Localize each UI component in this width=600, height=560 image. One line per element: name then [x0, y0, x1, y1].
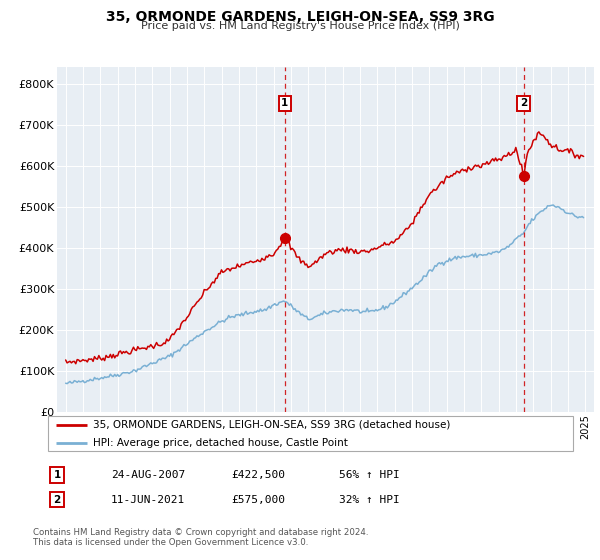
Text: HPI: Average price, detached house, Castle Point: HPI: Average price, detached house, Cast…	[92, 438, 347, 448]
Text: £422,500: £422,500	[231, 470, 285, 480]
Text: 1: 1	[53, 470, 61, 480]
Text: This data is licensed under the Open Government Licence v3.0.: This data is licensed under the Open Gov…	[33, 538, 308, 547]
Text: 56% ↑ HPI: 56% ↑ HPI	[339, 470, 400, 480]
Text: 1: 1	[281, 99, 289, 109]
Text: Contains HM Land Registry data © Crown copyright and database right 2024.: Contains HM Land Registry data © Crown c…	[33, 528, 368, 536]
Text: 2: 2	[520, 99, 527, 109]
Text: 32% ↑ HPI: 32% ↑ HPI	[339, 494, 400, 505]
Text: 11-JUN-2021: 11-JUN-2021	[111, 494, 185, 505]
Text: 24-AUG-2007: 24-AUG-2007	[111, 470, 185, 480]
Text: 35, ORMONDE GARDENS, LEIGH-ON-SEA, SS9 3RG (detached house): 35, ORMONDE GARDENS, LEIGH-ON-SEA, SS9 3…	[92, 419, 450, 430]
Text: Price paid vs. HM Land Registry's House Price Index (HPI): Price paid vs. HM Land Registry's House …	[140, 21, 460, 31]
Text: 35, ORMONDE GARDENS, LEIGH-ON-SEA, SS9 3RG: 35, ORMONDE GARDENS, LEIGH-ON-SEA, SS9 3…	[106, 10, 494, 24]
Text: £575,000: £575,000	[231, 494, 285, 505]
FancyBboxPatch shape	[48, 416, 573, 451]
Text: 2: 2	[53, 494, 61, 505]
